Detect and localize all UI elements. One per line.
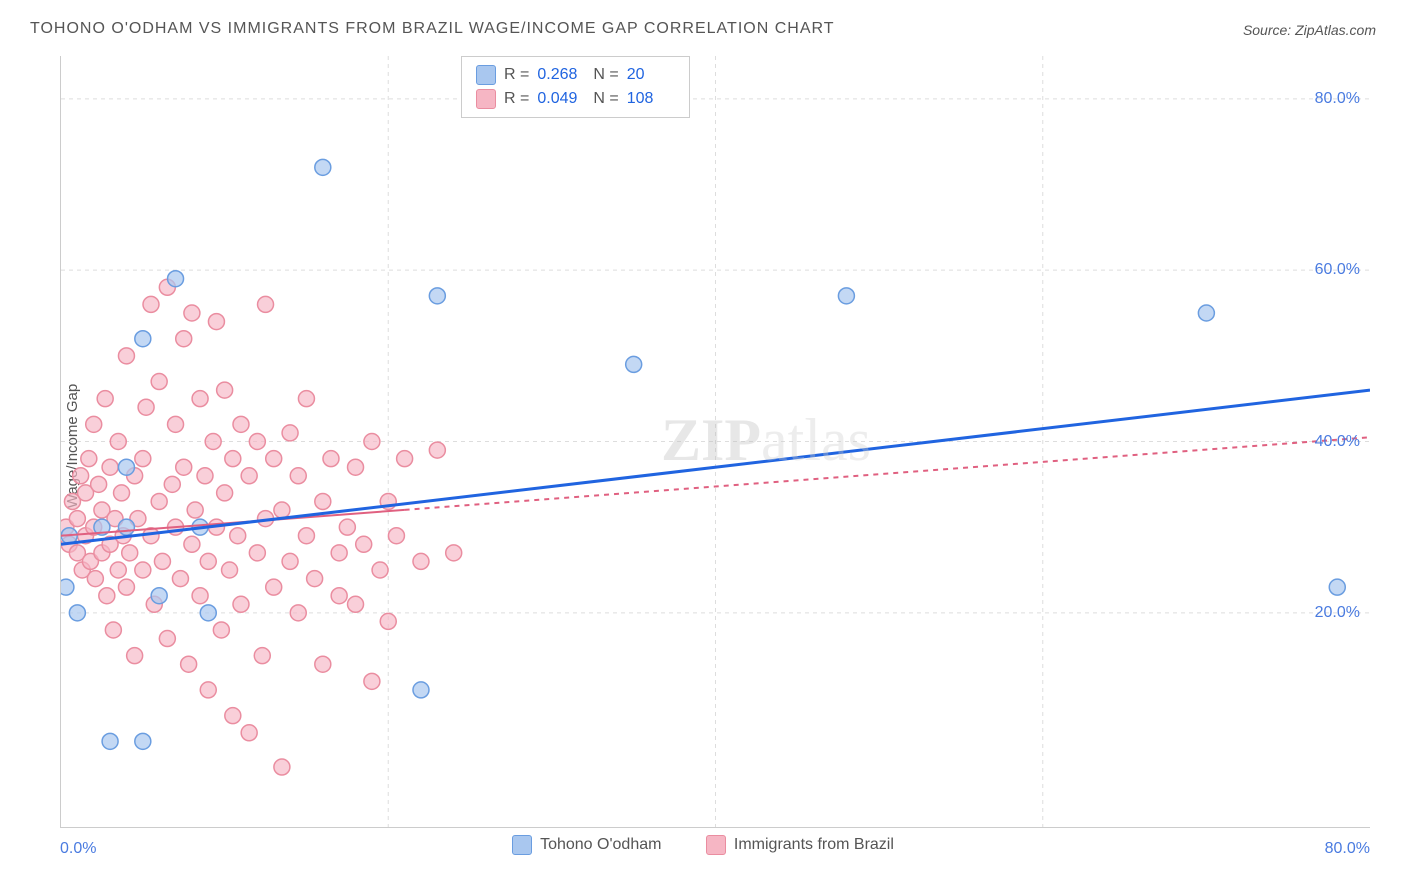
y-tick: 20.0% — [1315, 604, 1360, 622]
chart-title: TOHONO O'ODHAM VS IMMIGRANTS FROM BRAZIL… — [30, 20, 835, 38]
swatch-series-2 — [476, 89, 496, 109]
y-tick: 40.0% — [1315, 433, 1360, 451]
legend-swatch-2 — [706, 835, 726, 855]
stats-row-1: R = 0.268 N = 20 — [476, 63, 675, 87]
r-value-2: 0.049 — [537, 87, 585, 111]
plot-area: ZIPatlas R = 0.268 N = 20 R = 0.049 N = … — [60, 56, 1370, 828]
swatch-series-1 — [476, 65, 496, 85]
legend-label-2: Immigrants from Brazil — [734, 836, 894, 854]
stats-row-2: R = 0.049 N = 108 — [476, 87, 675, 111]
legend-label-1: Tohono O'odham — [540, 836, 661, 854]
r-value-1: 0.268 — [537, 63, 585, 87]
legend-item-2: Immigrants from Brazil — [706, 835, 894, 855]
n-value-1: 20 — [627, 63, 675, 87]
y-tick: 60.0% — [1315, 261, 1360, 279]
source-credit: Source: ZipAtlas.com — [1243, 22, 1376, 38]
scatter-chart — [61, 56, 1370, 827]
bottom-legend: Tohono O'odham Immigrants from Brazil — [0, 835, 1406, 860]
r-label: R = — [504, 63, 529, 87]
n-label: N = — [593, 63, 618, 87]
legend-swatch-1 — [512, 835, 532, 855]
legend-item-1: Tohono O'odham — [512, 835, 661, 855]
stats-legend-box: R = 0.268 N = 20 R = 0.049 N = 108 — [461, 56, 690, 118]
y-tick: 80.0% — [1315, 90, 1360, 108]
n-label: N = — [593, 87, 618, 111]
n-value-2: 108 — [627, 87, 675, 111]
r-label: R = — [504, 87, 529, 111]
